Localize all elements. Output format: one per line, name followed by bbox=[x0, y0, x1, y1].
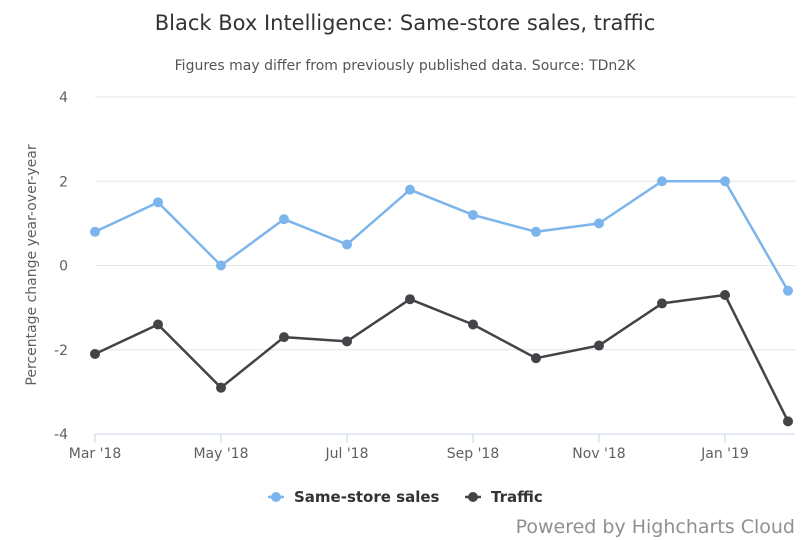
data-point[interactable] bbox=[468, 319, 478, 330]
chart-subtitle: Figures may differ from previously publi… bbox=[175, 58, 637, 74]
data-point[interactable] bbox=[216, 260, 226, 271]
legend-item[interactable]: Same-store sales bbox=[268, 488, 440, 506]
data-point[interactable] bbox=[279, 214, 289, 225]
data-point[interactable] bbox=[531, 226, 541, 237]
data-point[interactable] bbox=[153, 319, 163, 330]
data-point[interactable] bbox=[153, 197, 163, 208]
data-point[interactable] bbox=[405, 184, 415, 195]
legend-label: Same-store sales bbox=[294, 488, 440, 506]
series-same-store-sales bbox=[90, 176, 793, 296]
x-tick-label: Sep '18 bbox=[447, 446, 500, 462]
x-tick-label: Jan '19 bbox=[700, 446, 749, 462]
legend-swatch-marker bbox=[468, 492, 478, 502]
data-point[interactable] bbox=[342, 239, 352, 250]
data-point[interactable] bbox=[279, 332, 289, 343]
data-point[interactable] bbox=[657, 176, 667, 187]
data-point[interactable] bbox=[783, 416, 793, 427]
legend[interactable]: Same-store sales Traffic bbox=[268, 488, 543, 506]
data-point[interactable] bbox=[657, 298, 667, 309]
data-point[interactable] bbox=[405, 294, 415, 305]
credits-link[interactable]: Powered by Highcharts Cloud bbox=[516, 516, 795, 538]
y-tick-label: 0 bbox=[59, 259, 68, 275]
data-point[interactable] bbox=[783, 285, 793, 296]
y-axis-label: Percentage change year-over-year bbox=[24, 144, 40, 385]
chart-title: Black Box Intelligence: Same-store sales… bbox=[155, 11, 656, 35]
data-point[interactable] bbox=[90, 226, 100, 237]
x-tick-label: Jul '18 bbox=[324, 446, 368, 462]
x-tick-label: Mar '18 bbox=[69, 446, 122, 462]
grid-layer bbox=[95, 96, 795, 435]
y-tick-label: -4 bbox=[54, 427, 68, 443]
data-point[interactable] bbox=[720, 289, 730, 300]
series-line bbox=[94, 293, 790, 422]
data-point[interactable] bbox=[342, 336, 352, 347]
data-point[interactable] bbox=[216, 382, 226, 393]
y-tick-label: -2 bbox=[54, 343, 68, 359]
x-tick-label: May '18 bbox=[193, 446, 248, 462]
y-tick-label: 4 bbox=[59, 90, 68, 106]
series-traffic bbox=[90, 289, 793, 427]
y-tick-label: 2 bbox=[59, 174, 68, 190]
series-layer bbox=[90, 176, 793, 427]
data-point[interactable] bbox=[594, 218, 604, 229]
x-tick-label: Nov '18 bbox=[572, 446, 625, 462]
data-point[interactable] bbox=[594, 340, 604, 351]
data-point[interactable] bbox=[468, 209, 478, 220]
data-point[interactable] bbox=[90, 348, 100, 359]
data-point[interactable] bbox=[531, 353, 541, 364]
legend-swatch-marker bbox=[271, 492, 281, 502]
series-line bbox=[94, 180, 790, 292]
data-point[interactable] bbox=[720, 176, 730, 187]
legend-item[interactable]: Traffic bbox=[465, 488, 543, 506]
legend-label: Traffic bbox=[491, 488, 543, 506]
